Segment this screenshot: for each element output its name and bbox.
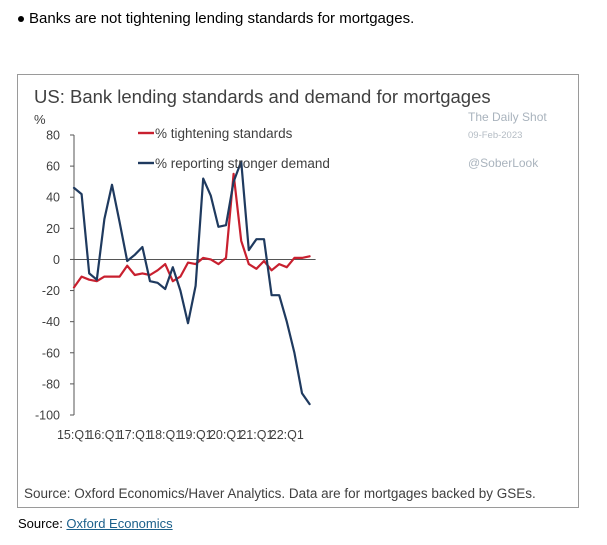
y-tick-label: 40: [46, 191, 60, 205]
x-tick-label: 20:Q1: [209, 428, 243, 442]
y-tick-label: -60: [42, 346, 60, 360]
bullet-text: Banks are not tightening lending standar…: [29, 10, 415, 27]
chart: US: Bank lending standards and demand fo…: [24, 86, 547, 501]
bullet-point: Banks are not tightening lending standar…: [18, 10, 414, 27]
y-tick-label: 20: [46, 222, 60, 236]
bullet-icon: [18, 15, 24, 22]
x-tick-label: 18:Q1: [148, 428, 182, 442]
watermark-handle: @SoberLook: [468, 156, 539, 170]
watermark-date: 09-Feb-2023: [468, 130, 522, 141]
y-tick-label: -20: [42, 284, 60, 298]
y-tick-label: 0: [53, 253, 60, 267]
chart-card: US: Bank lending standards and demand fo…: [17, 74, 579, 508]
x-tick-label: 21:Q1: [239, 428, 273, 442]
x-tick-label: 16:Q1: [87, 428, 121, 442]
stronger-demand-line: [72, 160, 311, 406]
y-tick-label: -100: [35, 409, 60, 423]
footer-source-label: Source:: [18, 516, 67, 531]
legend-tightening-label: % tightening standards: [155, 126, 293, 141]
chart-title: US: Bank lending standards and demand fo…: [34, 86, 491, 107]
x-tick-label: 22:Q1: [270, 428, 304, 442]
x-tick-label: 19:Q1: [179, 428, 213, 442]
x-tick-label: 15:Q1: [57, 428, 91, 442]
tightening-standards-line: [72, 172, 311, 289]
y-tick-label: 60: [46, 160, 60, 174]
y-tick-label: -80: [42, 377, 60, 391]
watermark-name: The Daily Shot: [468, 110, 547, 124]
x-tick-label: 17:Q1: [118, 428, 152, 442]
y-unit-label: %: [34, 112, 46, 127]
y-tick-label: 80: [46, 129, 60, 143]
footer-source: Source: Oxford Economics: [18, 516, 173, 531]
chart-source-note: Source: Oxford Economics/Haver Analytics…: [24, 486, 536, 501]
y-tick-label: -40: [42, 315, 60, 329]
source-link[interactable]: Oxford Economics: [66, 516, 173, 531]
legend-demand-label: % reporting stronger demand: [155, 156, 330, 171]
